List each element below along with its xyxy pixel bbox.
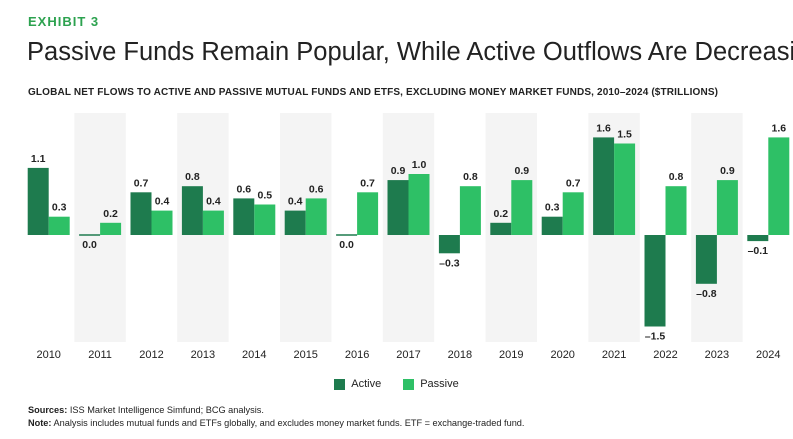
- x-tick-label-2012: 2012: [139, 349, 163, 361]
- bar-passive-2017: [408, 174, 430, 235]
- bar-passive-2010: [48, 216, 70, 235]
- bar-passive-2018: [459, 186, 481, 235]
- bar-passive-2019: [511, 180, 533, 235]
- bar-active-2010: [27, 167, 49, 235]
- bar-active-2011: [79, 234, 101, 236]
- x-tick-label-2014: 2014: [242, 349, 266, 361]
- bar-active-2024: [747, 235, 769, 242]
- bar-passive-2020: [562, 192, 584, 235]
- bar-passive-2013: [202, 210, 224, 235]
- bar-active-2012: [130, 192, 152, 235]
- x-tick-label-2017: 2017: [396, 349, 420, 361]
- chart-title: Passive Funds Remain Popular, While Acti…: [27, 38, 793, 66]
- exhibit-label: EXHIBIT 3: [28, 14, 100, 29]
- bar-active-2016: [336, 234, 358, 236]
- x-tick-label-2011: 2011: [88, 349, 112, 361]
- label-active-2022: –1.5: [645, 331, 666, 343]
- label-active-2021: 1.6: [596, 122, 611, 134]
- x-tick-label-2016: 2016: [345, 349, 369, 361]
- legend-label-active: Active: [351, 378, 382, 390]
- label-passive-2014: 0.5: [257, 190, 272, 202]
- label-passive-2016: 0.7: [360, 177, 375, 189]
- label-passive-2012: 0.4: [155, 196, 170, 208]
- label-active-2023: –0.8: [696, 288, 717, 300]
- footer-sources: Sources: ISS Market Intelligence Simfund…: [28, 404, 524, 417]
- x-tick-label-2024: 2024: [756, 349, 780, 361]
- label-passive-2017: 1.0: [412, 159, 427, 171]
- bar-passive-2012: [151, 210, 173, 235]
- label-active-2020: 0.3: [545, 202, 560, 214]
- note-label: Note:: [28, 418, 52, 428]
- bar-active-2020: [541, 216, 563, 235]
- label-passive-2015: 0.6: [309, 183, 324, 195]
- note-text: Analysis includes mutual funds and ETFs …: [51, 418, 525, 428]
- bar-passive-2014: [254, 204, 276, 235]
- label-active-2017: 0.9: [391, 165, 406, 177]
- label-passive-2013: 0.4: [206, 196, 221, 208]
- bar-active-2021: [593, 137, 615, 235]
- bar-active-2019: [490, 222, 512, 235]
- legend-item-active: Active: [334, 378, 381, 390]
- x-tick-label-2019: 2019: [499, 349, 523, 361]
- label-passive-2020: 0.7: [566, 177, 581, 189]
- bar-active-2018: [438, 235, 460, 254]
- label-passive-2023: 0.9: [720, 165, 735, 177]
- label-passive-2022: 0.8: [669, 171, 684, 183]
- label-active-2019: 0.2: [493, 208, 508, 220]
- label-passive-2018: 0.8: [463, 171, 478, 183]
- x-tick-label-2015: 2015: [293, 349, 317, 361]
- footer: Sources: ISS Market Intelligence Simfund…: [28, 404, 524, 430]
- label-active-2012: 0.7: [134, 177, 149, 189]
- label-active-2015: 0.4: [288, 196, 303, 208]
- label-passive-2021: 1.5: [617, 129, 632, 141]
- label-active-2010: 1.1: [31, 153, 46, 165]
- bar-passive-2011: [100, 222, 122, 235]
- label-active-2018: –0.3: [439, 257, 460, 269]
- bar-active-2022: [644, 235, 666, 327]
- label-passive-2010: 0.3: [52, 202, 67, 214]
- label-passive-2011: 0.2: [103, 208, 118, 220]
- bar-passive-2024: [768, 137, 790, 235]
- chart-subtitle: GLOBAL NET FLOWS TO ACTIVE AND PASSIVE M…: [28, 87, 719, 98]
- bar-passive-2023: [716, 180, 738, 235]
- sources-label: Sources:: [28, 405, 68, 415]
- legend-item-passive: Passive: [403, 378, 459, 390]
- x-tick-label-2010: 2010: [36, 349, 60, 361]
- bar-active-2017: [387, 180, 409, 235]
- bar-passive-2022: [665, 186, 687, 235]
- bar-active-2013: [181, 186, 203, 235]
- bar-active-2023: [695, 235, 717, 284]
- x-tick-label-2023: 2023: [705, 349, 729, 361]
- bar-passive-2016: [357, 192, 379, 235]
- bar-passive-2021: [614, 143, 636, 235]
- x-tick-label-2018: 2018: [448, 349, 472, 361]
- legend-swatch-active: [334, 378, 346, 390]
- label-active-2013: 0.8: [185, 171, 200, 183]
- sources-text: ISS Market Intelligence Simfund; BCG ana…: [67, 405, 264, 415]
- bar-active-2014: [233, 198, 255, 235]
- legend: Active Passive: [0, 378, 793, 390]
- bar-active-2015: [284, 210, 306, 235]
- legend-swatch-passive: [403, 378, 415, 390]
- bar-chart: 1.1 0.3 2010 0.0 0.2 2011 0.7 0.4 2012 0.8 0.4 2013…: [27, 113, 790, 361]
- label-active-2014: 0.6: [236, 183, 251, 195]
- x-tick-label-2022: 2022: [653, 349, 677, 361]
- label-active-2011: 0.0: [82, 239, 97, 251]
- label-active-2024: –0.1: [748, 245, 769, 257]
- label-passive-2024: 1.6: [771, 122, 786, 134]
- bar-passive-2015: [305, 198, 327, 235]
- x-tick-label-2021: 2021: [602, 349, 626, 361]
- label-active-2016: 0.0: [339, 239, 354, 251]
- x-tick-label-2020: 2020: [550, 349, 574, 361]
- x-tick-label-2013: 2013: [191, 349, 215, 361]
- footer-note: Note: Analysis includes mutual funds and…: [28, 417, 524, 430]
- label-passive-2019: 0.9: [514, 165, 529, 177]
- legend-label-passive: Passive: [420, 378, 459, 390]
